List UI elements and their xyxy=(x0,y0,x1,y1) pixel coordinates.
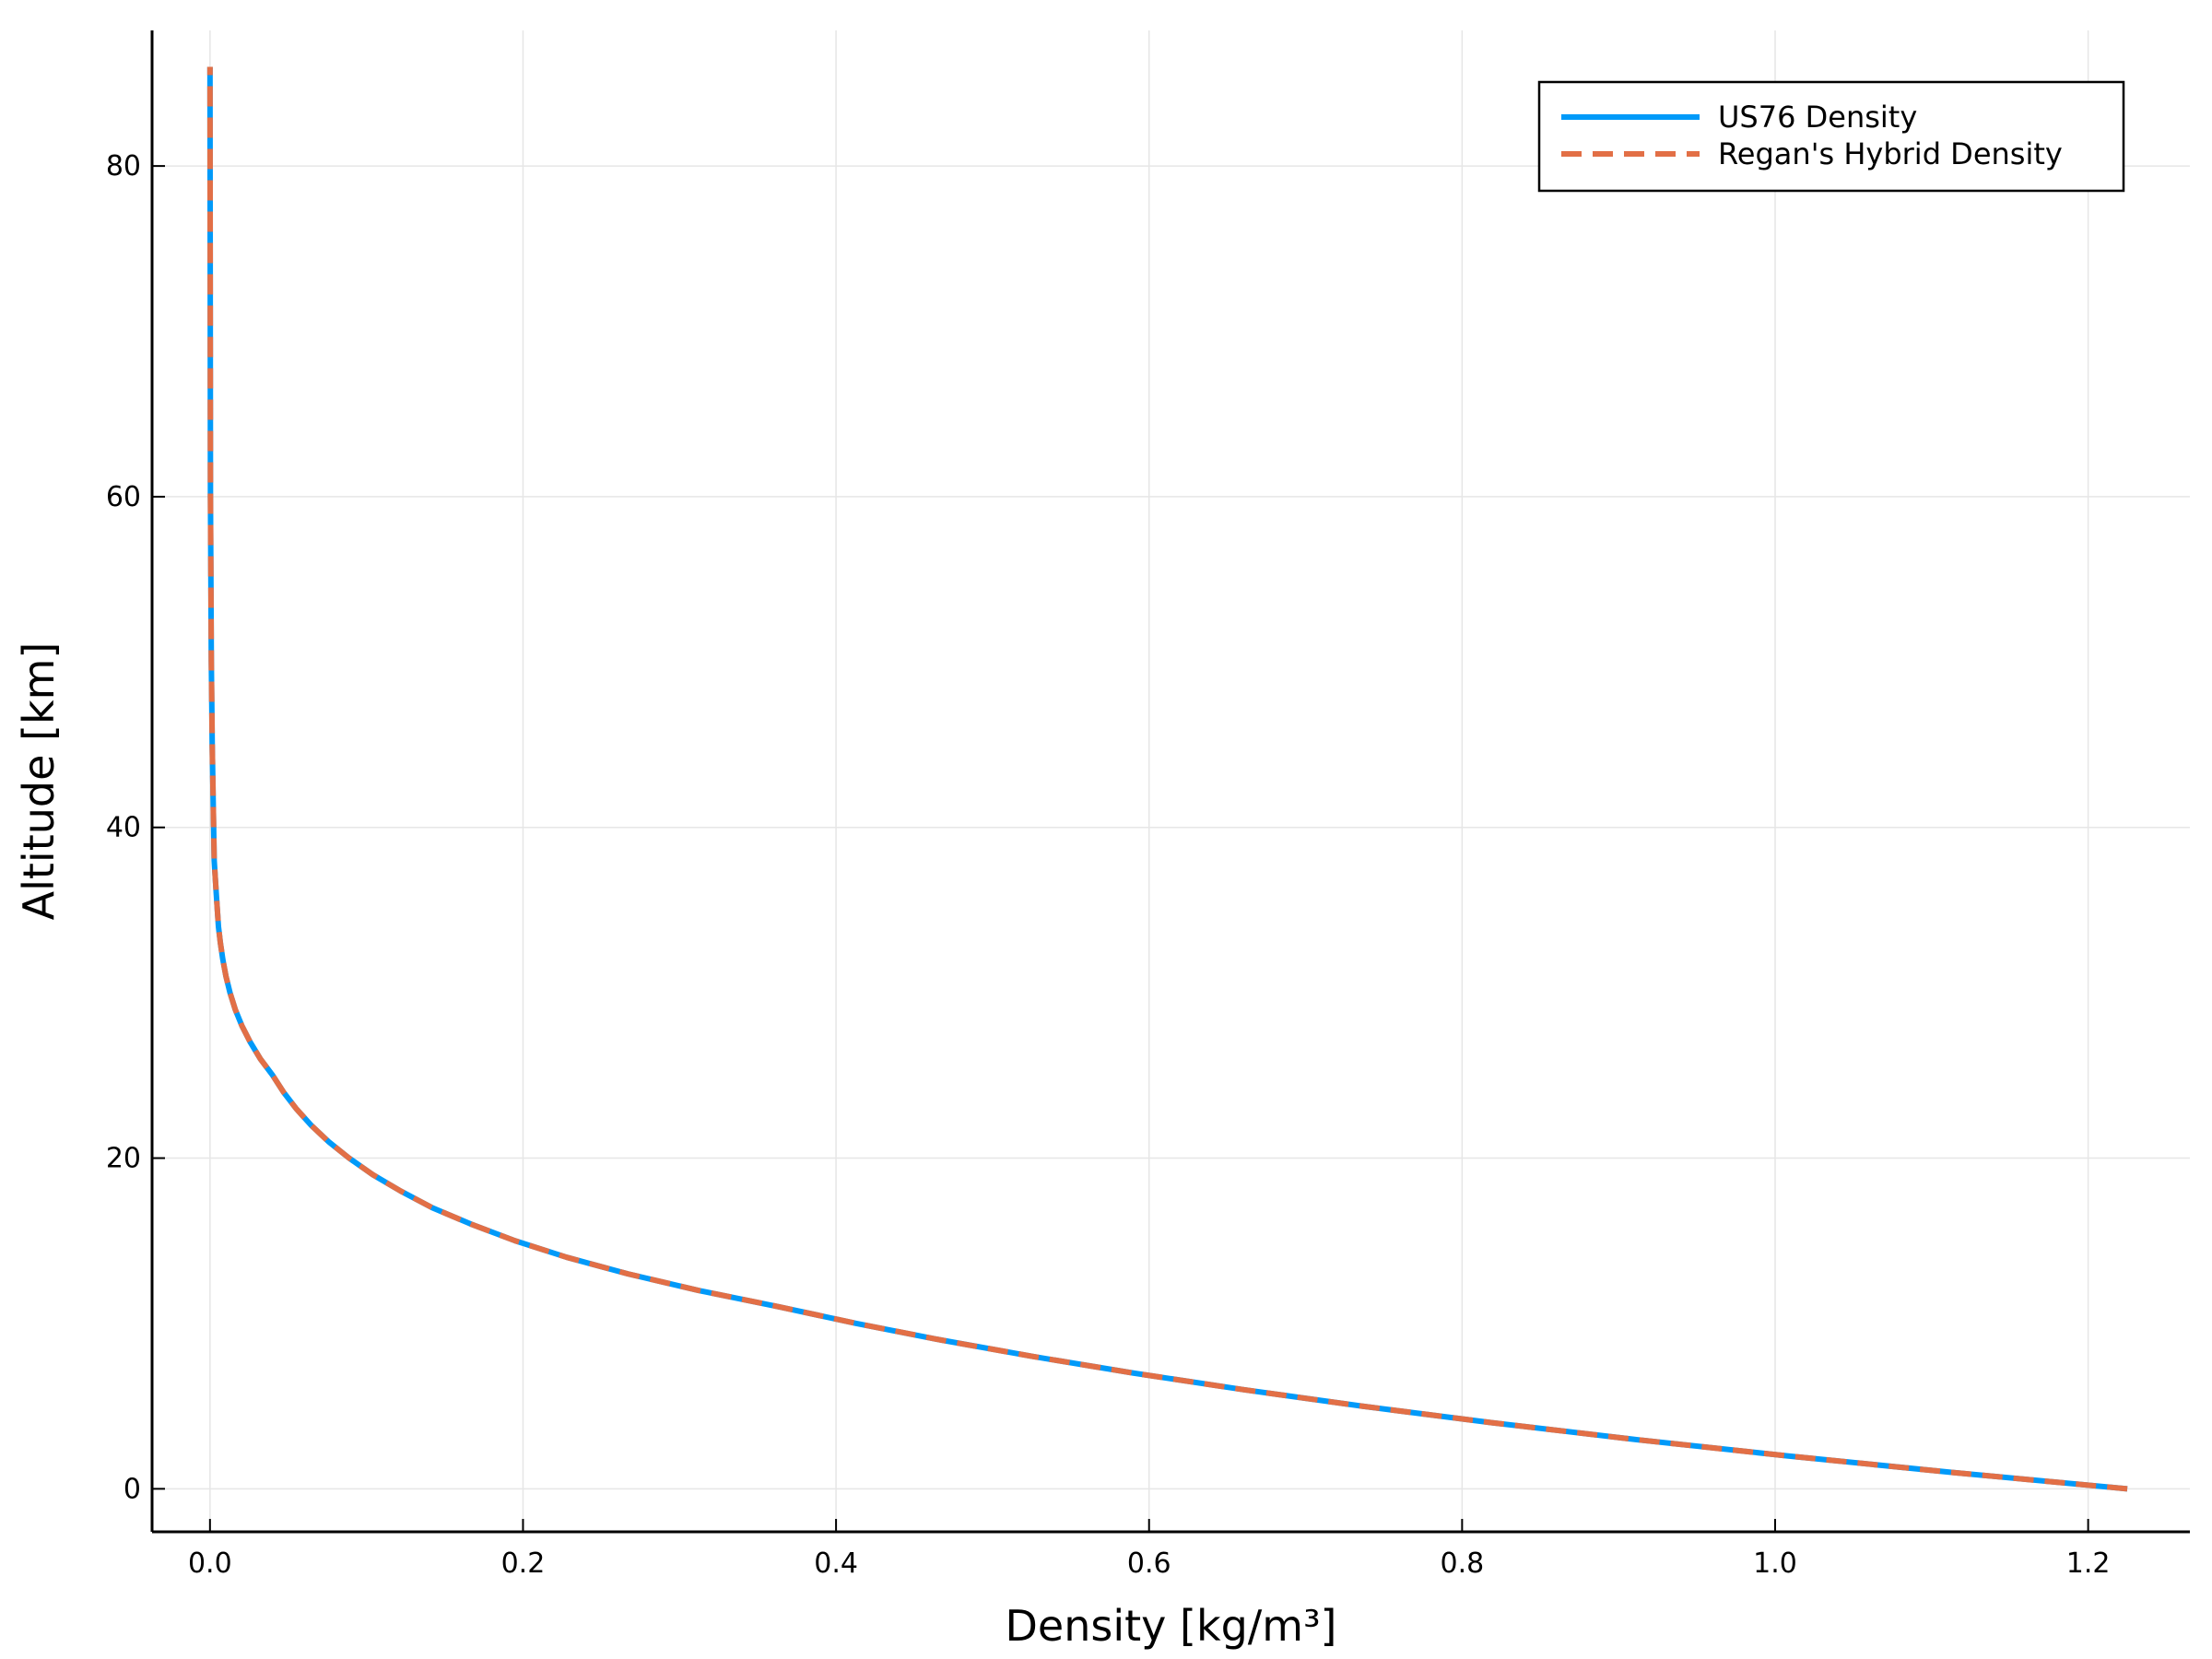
series-line-2 xyxy=(206,66,2128,1492)
x-tick-label: 1.0 xyxy=(1753,1547,1797,1580)
y-tick-label: 0 xyxy=(124,1473,141,1505)
x-tick-label: 1.2 xyxy=(2066,1547,2111,1580)
y-tick-label: 60 xyxy=(106,481,141,513)
axes xyxy=(150,30,2190,1534)
x-tick-label: 0.8 xyxy=(1440,1547,1484,1580)
x-tick-label: 0.6 xyxy=(1127,1547,1171,1580)
y-tick-label: 80 xyxy=(106,150,141,182)
y-tick-label: 20 xyxy=(106,1143,141,1175)
grid-lines xyxy=(152,30,2190,1532)
y-tick-label: 40 xyxy=(106,812,141,844)
tick-labels: 0.0 0.2 0.4 0.6 0.8 1.0 1.2 0 20 40 60 80 xyxy=(106,150,2111,1580)
plot-series xyxy=(206,66,2128,1492)
legend-label-1: US76 Density xyxy=(1718,100,1917,135)
x-tick-label: 0.0 xyxy=(188,1547,232,1580)
x-tick-label: 0.4 xyxy=(814,1547,858,1580)
x-tick-label: 0.2 xyxy=(501,1547,546,1580)
x-axis-label: Density [kg/m³] xyxy=(1006,1601,1337,1651)
y-axis-label: Altitude [km] xyxy=(14,642,64,921)
legend-label-2: Regan's Hybrid Density xyxy=(1718,136,2063,171)
legend-box xyxy=(1537,80,2125,193)
